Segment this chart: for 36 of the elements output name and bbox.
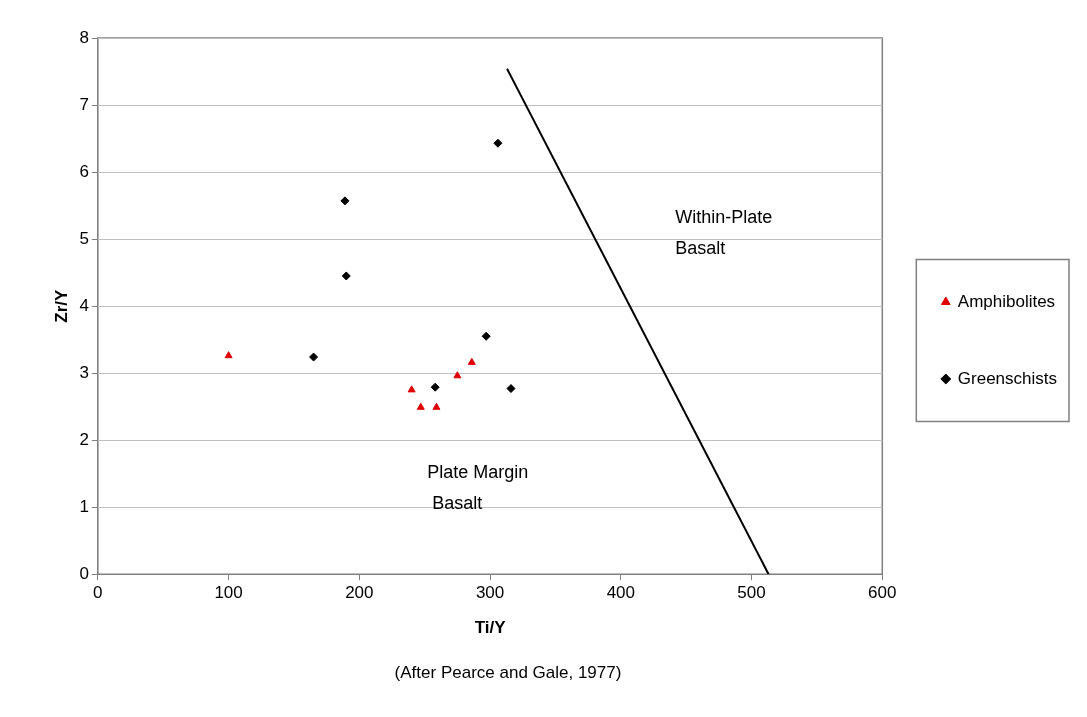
- legend-label: Amphibolites: [957, 291, 1056, 311]
- point: [481, 331, 491, 341]
- annotation: Within-Plate Basalt: [675, 206, 773, 258]
- y-tick-label: 2: [79, 429, 89, 449]
- point: [506, 384, 516, 394]
- x-tick-label: 300: [475, 583, 505, 603]
- y-tick-label: 4: [79, 295, 89, 315]
- legend-label: Greenschists: [957, 368, 1057, 388]
- point: [309, 352, 319, 362]
- y-tick-label: 3: [79, 362, 89, 382]
- x-tick-label: 400: [606, 583, 635, 603]
- point: [416, 402, 425, 410]
- x-tick-label: 500: [737, 583, 766, 603]
- point: [453, 371, 462, 379]
- point: [467, 357, 476, 365]
- point: [407, 385, 416, 393]
- y-tick-label: 5: [79, 228, 89, 248]
- y-tick-label: 6: [79, 161, 89, 181]
- point: [341, 271, 351, 281]
- annotation: Plate Margin Basalt: [427, 461, 529, 513]
- point: [430, 382, 440, 392]
- x-tick-label: 0: [93, 583, 103, 603]
- point: [432, 402, 441, 410]
- text: (After Pearce and Gale, 1977): [393, 663, 623, 683]
- x-tick-label: 100: [214, 583, 243, 603]
- point: [493, 138, 503, 148]
- x-tick-label: 600: [868, 583, 897, 603]
- y-tick-label: 1: [79, 496, 89, 516]
- x-tick-label: 200: [345, 583, 374, 603]
- y-tick-label: 0: [79, 563, 89, 583]
- y-tick-label: 7: [79, 94, 89, 114]
- point: [340, 196, 350, 206]
- y-axis-title: Zr/Y: [51, 288, 71, 323]
- y-tick-label: 8: [79, 27, 89, 47]
- point: [224, 351, 233, 359]
- x-axis-title: Ti/Y: [474, 618, 507, 638]
